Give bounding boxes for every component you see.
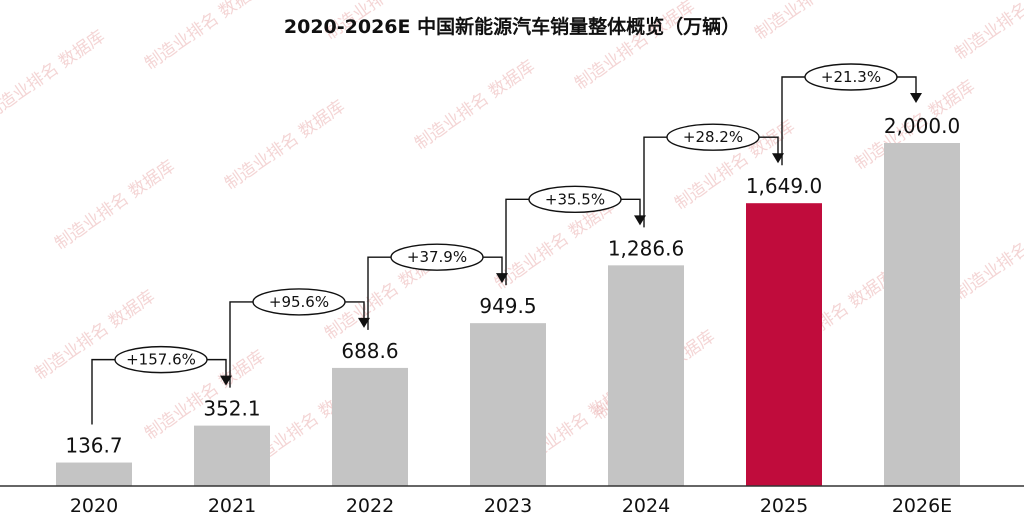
watermark-text: 制造业排名 数据库 [751, 0, 878, 44]
x-tick-label: 2020 [70, 495, 118, 517]
x-tick-label: 2023 [484, 495, 532, 517]
growth-badge [390, 243, 484, 271]
down-arrow-icon [634, 215, 646, 226]
watermark-text: 制造业排名 数据库 [411, 57, 538, 154]
growth-badge [114, 345, 208, 374]
growth-arrows: +157.6% +95.6% +37.9% +35.5% +28.2% +21.3% [91, 63, 922, 425]
x-tick-label: 2026E [892, 495, 952, 517]
bar-value-label: 688.6 [341, 339, 398, 363]
growth-badge [252, 288, 346, 316]
bar-value-label: 1,286.6 [608, 236, 684, 260]
x-tick-label: 2025 [760, 495, 808, 517]
growth-rate-label: +21.3% [821, 68, 881, 86]
bar-2023 [470, 323, 546, 486]
bar-value-label: 352.1 [203, 397, 260, 421]
down-arrow-icon [496, 273, 508, 284]
bar-2026E [884, 143, 960, 486]
bars: 136.7 352.1 688.6 949.5 1,286.6 1,649.0 2,000.… [56, 114, 960, 486]
growth-badge [804, 63, 898, 91]
watermark-text: 制造业排名 数据库 [221, 97, 348, 194]
down-arrow-icon [910, 93, 922, 103]
bar-value-label: 2,000.0 [884, 114, 960, 138]
x-tick-label: 2022 [346, 495, 394, 517]
growth-rate-label: +95.6% [269, 293, 329, 311]
growth-badge [528, 185, 622, 214]
bar-2025 [746, 203, 822, 486]
growth-rate-label: +157.6% [126, 351, 196, 369]
chart-title: 2020-2026E 中国新能源汽车销量整体概览（万辆） [284, 15, 740, 38]
watermark-text: 制造业排名 数据库 [571, 0, 698, 94]
growth-badge [666, 123, 760, 151]
bar-value-label: 1,649.0 [746, 174, 822, 198]
growth-rate-label: +35.5% [545, 190, 605, 208]
x-axis-ticks: 2020 2021 2022 2023 2024 2025 2026E [70, 495, 952, 517]
x-tick-label: 2021 [208, 495, 256, 517]
bar-2024 [608, 265, 684, 486]
growth-rate-label: +28.2% [683, 128, 743, 146]
bar-value-label: 136.7 [65, 434, 122, 458]
watermark-text: 制造业排名 数据库 [141, 0, 268, 74]
growth-rate-label: +37.9% [407, 248, 467, 266]
down-arrow-icon [358, 317, 370, 328]
down-arrow-icon [220, 375, 232, 386]
down-arrow-icon [772, 153, 784, 164]
watermark-text: 制造业排名 数据库 [0, 27, 109, 124]
bar-value-label: 949.5 [479, 294, 536, 318]
bar-2020 [56, 462, 132, 486]
bar-2021 [194, 425, 270, 486]
bar-2022 [332, 367, 408, 486]
x-tick-label: 2024 [622, 495, 670, 517]
watermark-text: 制造业排名 数据库 [951, 207, 1024, 304]
watermark-text: 制造业排名 数据库 [51, 157, 178, 254]
watermark-text: 制造业排名 数据库 [951, 0, 1024, 64]
